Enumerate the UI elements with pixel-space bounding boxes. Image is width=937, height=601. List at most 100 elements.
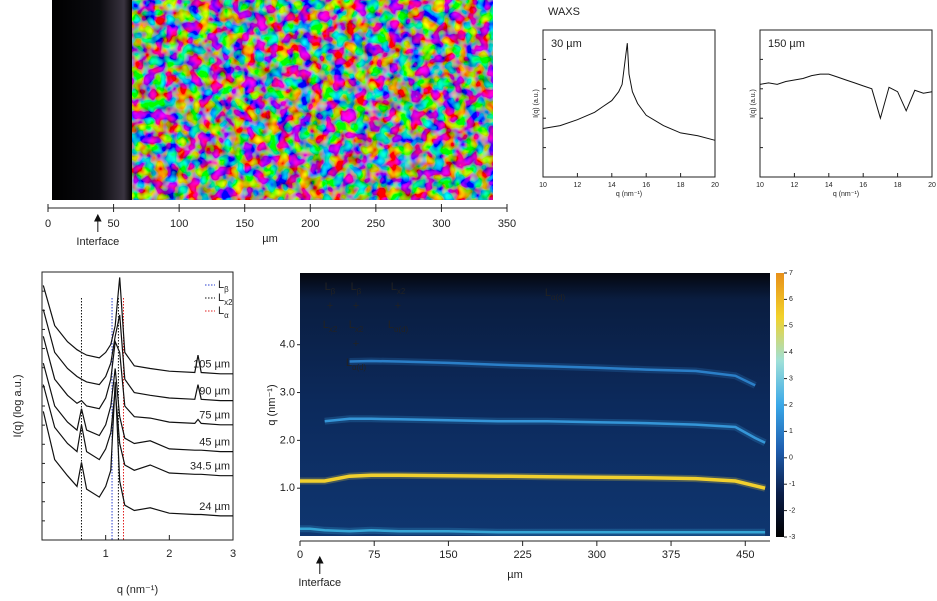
colorbar-tick-label: 7 <box>789 270 793 277</box>
y-tick-label: 2.0 <box>280 434 295 446</box>
annotation: Interface <box>76 236 119 248</box>
colorbar-tick-label: 6 <box>789 296 793 303</box>
phase-annotation: Lx2 <box>391 281 405 296</box>
x-axis-label: q (nm⁻¹) <box>833 191 859 198</box>
phase-annotation-main: L <box>545 287 551 299</box>
saxs-curve <box>42 309 233 402</box>
legend-label-sub: β <box>224 285 229 294</box>
legend-label-main: L <box>218 292 224 304</box>
data-line <box>759 73 933 121</box>
colorbar-tick-label: -3 <box>789 534 795 541</box>
saxs-curve <box>42 336 233 426</box>
band <box>349 359 756 387</box>
curve-label: 90 µm <box>199 386 230 398</box>
phase-annotation-main: L <box>391 281 397 293</box>
curve-label: 105 µm <box>193 359 230 371</box>
x-tick-label: 16 <box>642 182 650 189</box>
x-tick-label: 20 <box>928 182 936 189</box>
band <box>324 417 766 444</box>
x-tick-label: 250 <box>367 218 385 230</box>
x-tick-label: 14 <box>825 182 833 189</box>
x-tick-label: 10 <box>539 182 547 189</box>
x-tick-label: 0 <box>45 218 51 230</box>
colorbar-tick-label: 1 <box>789 428 793 435</box>
x-tick-label: 16 <box>859 182 867 189</box>
micrograph-edge <box>52 0 132 200</box>
band <box>300 527 766 534</box>
x-tick-label: 0 <box>297 549 303 561</box>
panel-label: 30 µm <box>551 38 582 50</box>
phase-annotation-sub: x2 <box>397 287 405 296</box>
y-axis-label: I(q) (log a.u.) <box>12 375 24 438</box>
colorbar-tick-label: 2 <box>789 402 793 409</box>
x-tick-label: 75 <box>368 549 380 561</box>
band <box>300 473 766 490</box>
x-tick-label: 18 <box>677 182 685 189</box>
phase-annotation-sub: α(d) <box>394 325 409 334</box>
plot-frame <box>542 29 716 178</box>
y-axis-label: I(q) (a.u.) <box>533 89 540 118</box>
x-tick-label: 3 <box>230 548 236 560</box>
interface-arrow <box>94 213 102 232</box>
x-tick-label: 225 <box>513 549 531 561</box>
phase-annotation: + <box>353 300 359 312</box>
phase-annotation-main: L <box>323 319 329 331</box>
x-tick-label: 1 <box>103 548 109 560</box>
legend-label-main: L <box>218 305 224 317</box>
curve-label: 34.5 µm <box>190 461 230 473</box>
x-tick-label: 100 <box>170 218 188 230</box>
phase-annotation: Lα(d) <box>545 287 566 302</box>
legend-label-main: L <box>218 279 224 291</box>
colorbar-tick-label: 4 <box>789 349 793 356</box>
colorbar-tick-label: 0 <box>789 455 793 462</box>
phase-annotation: Lx2 <box>349 319 363 334</box>
curve-label: 45 µm <box>199 436 230 448</box>
x-axis-label: q (nm⁻¹) <box>117 584 158 596</box>
legend-label: Lβ <box>218 279 229 294</box>
y-axis-label: I(q) (a.u.) <box>750 89 757 118</box>
y-axis-label: q (nm⁻¹) <box>266 384 278 425</box>
phase-annotation-main: L <box>325 281 331 293</box>
phase-annotation: + <box>395 300 401 312</box>
curve-label: 24 µm <box>199 501 230 513</box>
x-tick-label: 300 <box>432 218 450 230</box>
colorbar-tick-label: 5 <box>789 323 793 330</box>
phase-annotation-sub: β <box>331 287 336 296</box>
phase-annotation-main: L <box>346 357 352 369</box>
y-tick-label: 3.0 <box>280 386 295 398</box>
x-tick-label: 14 <box>608 182 616 189</box>
colorbar-tick-label: -2 <box>789 507 795 514</box>
section-title: WAXS <box>548 6 580 18</box>
x-tick-label: 300 <box>588 549 606 561</box>
legend-label: Lx2 <box>218 292 232 307</box>
saxs-curve <box>42 381 233 517</box>
x-tick-label: 18 <box>894 182 902 189</box>
phase-annotation: + <box>327 300 333 312</box>
phase-annotation-main: + <box>395 300 401 312</box>
saxs-curve <box>42 277 233 375</box>
phase-annotation-main: L <box>351 281 357 293</box>
phase-annotation: Lx2 <box>323 319 337 334</box>
x-tick-label: 150 <box>439 549 457 561</box>
phase-annotation: + <box>353 338 359 350</box>
x-tick-label: 20 <box>711 182 719 189</box>
phase-annotation: Lβ <box>325 281 336 296</box>
y-tick-label: 1.0 <box>280 482 295 494</box>
x-tick-label: 12 <box>791 182 799 189</box>
x-axis-label: µm <box>507 569 523 581</box>
x-axis-label: µm <box>262 233 278 245</box>
saxs-curve <box>42 384 233 477</box>
phase-annotation: Lβ <box>351 281 362 296</box>
x-tick-label: 350 <box>498 218 516 230</box>
phase-annotation-main: L <box>388 319 394 331</box>
phase-annotation-sub: x2 <box>355 325 363 334</box>
x-tick-label: 12 <box>574 182 582 189</box>
phase-annotation-sub: α(d) <box>551 293 566 302</box>
phase-annotation-main: + <box>353 300 359 312</box>
legend-label-sub: x2 <box>224 298 232 307</box>
colorbar-tick-label: 3 <box>789 375 793 382</box>
curve-label: 75 µm <box>199 410 230 422</box>
phase-annotation-sub: α(d) <box>352 363 367 372</box>
saxs-curve <box>42 362 233 453</box>
